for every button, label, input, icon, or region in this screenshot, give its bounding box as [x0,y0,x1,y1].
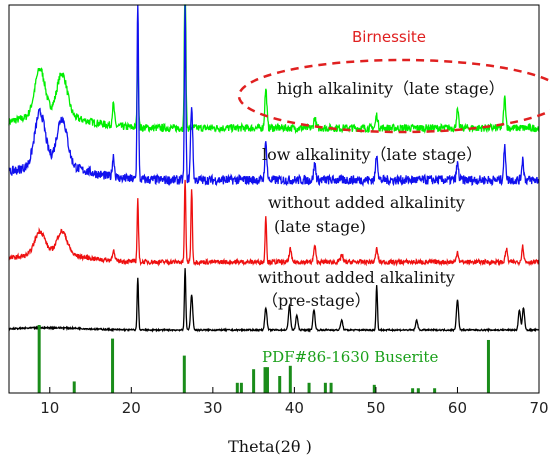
x-tick-label-40: 40 [285,399,304,417]
annotation-birnessite: Birnessite [352,28,426,46]
annotation-pdf-buserite: PDF#86-1630 Buserite [262,348,438,366]
reference-pattern-lines [37,325,490,393]
annotation-high-alkalinity: high alkalinity（late stage） [277,79,505,98]
x-axis-ticks: 10 20 30 40 50 60 70 [40,387,549,417]
xrd-traces [8,4,540,333]
xrd-series-1 [8,4,540,187]
x-tick-label-50: 50 [366,399,385,417]
x-tick-label-20: 20 [122,399,141,417]
xrd-series-2 [8,179,540,267]
annotation-pre-stage: （pre-stage） [262,291,371,310]
x-tick-label-30: 30 [203,399,222,417]
annotation-without-alkalinity-pre: without added alkalinity [258,268,455,287]
plot-frame [8,4,540,394]
xrd-series-3 [8,268,540,333]
annotation-low-alkalinity: low alkalinity（late stage） [262,145,482,164]
x-axis-label: Theta(2θ ) [228,437,312,456]
annotation-late-stage: (late stage) [274,217,366,236]
annotation-without-alkalinity-late: without added alkalinity [268,193,465,212]
x-tick-label-10: 10 [40,399,59,417]
birnessite-highlight-ellipse [237,58,550,134]
x-tick-label-70: 70 [529,399,548,417]
x-tick-label-60: 60 [448,399,467,417]
xrd-series-0 [8,4,540,135]
